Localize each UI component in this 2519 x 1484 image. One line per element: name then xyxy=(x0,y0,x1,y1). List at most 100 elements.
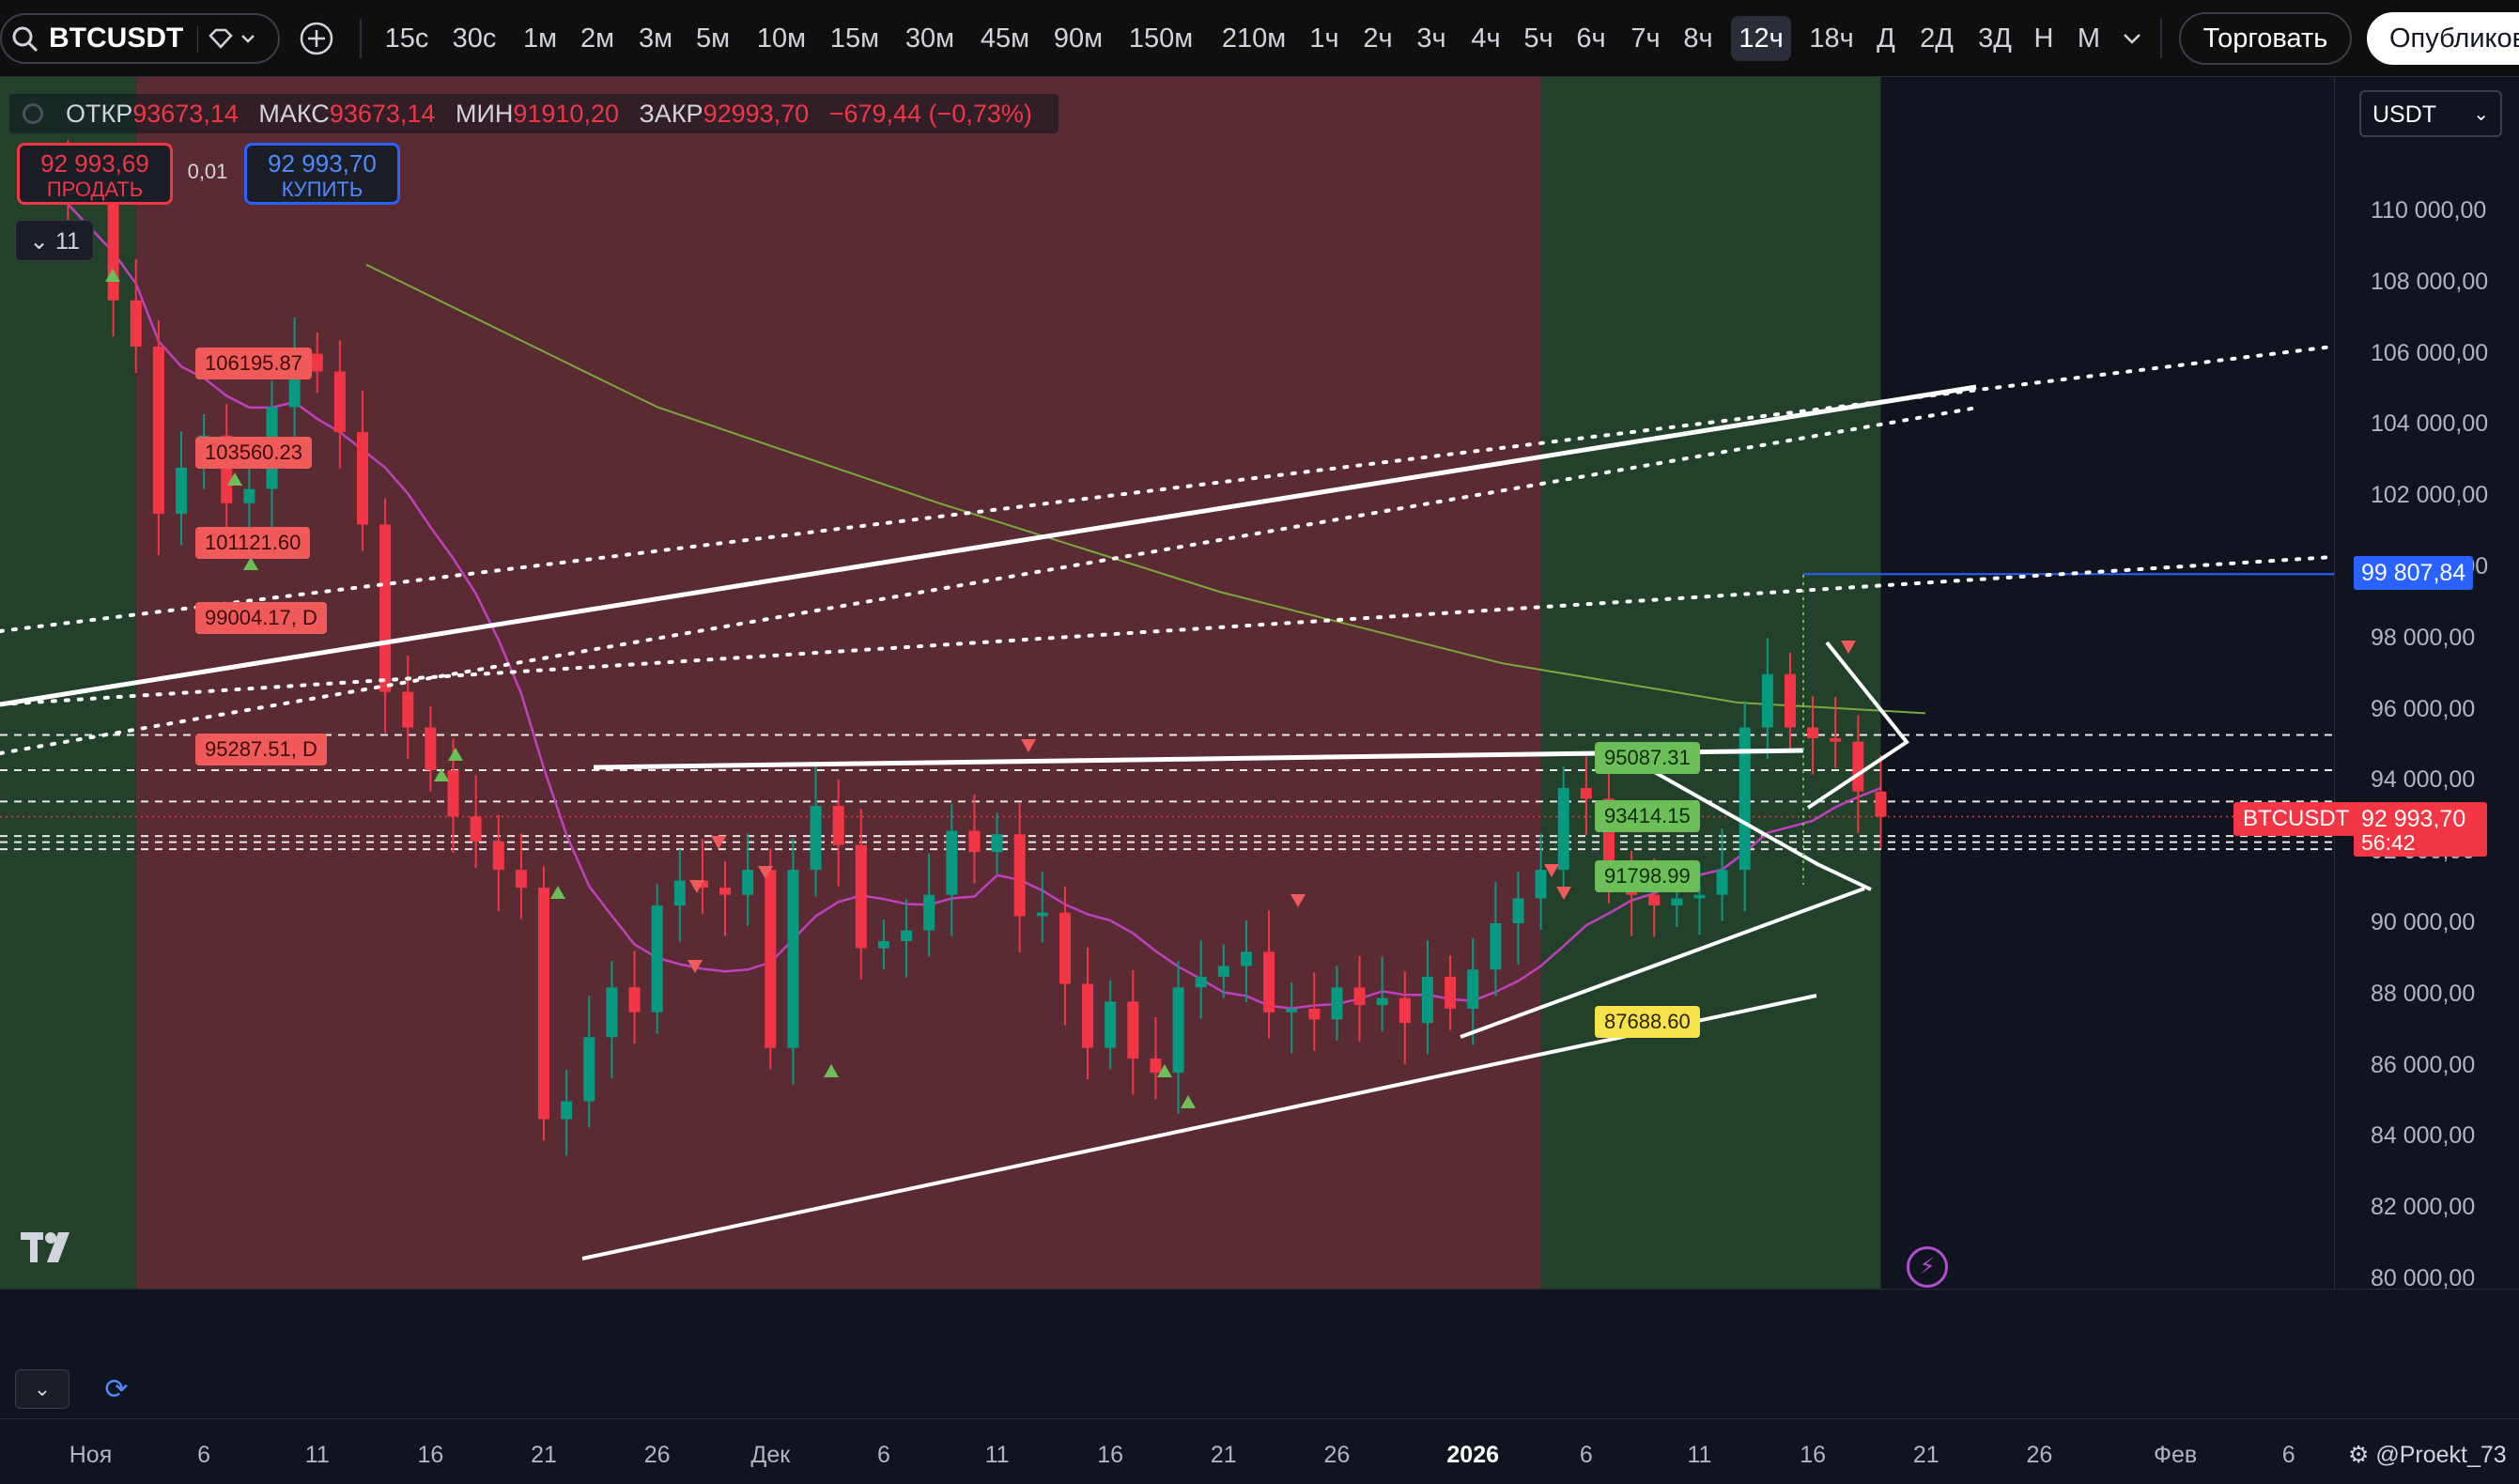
candle-body xyxy=(855,844,867,949)
publish-button[interactable]: Опубликовать xyxy=(2367,12,2519,65)
alert-price-label[interactable]: 99 807,84 xyxy=(2354,556,2474,590)
interval-20[interactable]: 8ч xyxy=(1683,23,1713,54)
candle-body xyxy=(1308,1008,1321,1020)
candle-body xyxy=(152,347,164,515)
buy-signal-marker xyxy=(824,1064,839,1077)
candle-body xyxy=(696,880,708,889)
search-icon[interactable] xyxy=(11,25,39,54)
x-tick-label: 6 xyxy=(2281,1442,2295,1468)
sell-signal-marker xyxy=(1021,739,1036,752)
level-tag-green[interactable]: 95087.31 xyxy=(1595,742,1700,774)
candle-body xyxy=(651,905,663,1013)
interval-6[interactable]: 10м xyxy=(756,23,807,54)
trend-line xyxy=(0,384,1977,707)
interval-22[interactable]: 18ч xyxy=(1809,23,1854,54)
time-axis[interactable]: Ноя 6 11 16 21 26 Дек 6 11 16 21 26 2026 6 11 16 21 26 Фев… xyxy=(0,1418,2519,1484)
level-tag-yellow[interactable]: 87688.60 xyxy=(1595,1006,1700,1038)
interval-1[interactable]: 30с xyxy=(452,23,497,54)
exchange-diamond-icon[interactable] xyxy=(197,26,263,53)
buy-button[interactable]: 92 993,70 КУПИТЬ xyxy=(244,143,400,205)
chevron-down-icon[interactable] xyxy=(2121,30,2143,47)
sell-signal-marker xyxy=(1556,887,1571,900)
interval-17[interactable]: 5ч xyxy=(1523,23,1553,54)
level-tag-red[interactable]: 103560.23 xyxy=(195,437,312,469)
interval-10[interactable]: 90м xyxy=(1053,23,1104,54)
interval-21[interactable]: 12ч xyxy=(1731,16,1791,61)
interval-23[interactable]: Д xyxy=(1877,23,1895,54)
candle-body xyxy=(1127,1001,1139,1059)
candle-body xyxy=(311,353,323,372)
candle-body xyxy=(1036,912,1048,917)
interval-18[interactable]: 6ч xyxy=(1576,23,1606,54)
refresh-icon[interactable]: ⟳ xyxy=(104,1374,129,1405)
level-tag-red[interactable]: 101121.60 xyxy=(195,527,311,559)
interval-14[interactable]: 2ч xyxy=(1363,23,1393,54)
candle-body xyxy=(538,888,550,1120)
level-tag-red[interactable]: 99004.17, D xyxy=(195,602,327,634)
interval-0[interactable]: 15с xyxy=(384,23,429,54)
settings-icon[interactable]: ⚙ xyxy=(2348,1442,2376,1468)
candle-body xyxy=(1150,1059,1162,1074)
symbol-name[interactable]: BTCUSDT xyxy=(49,23,184,54)
level-tag-red[interactable]: 106195.87 xyxy=(195,348,312,379)
chevron-down-icon: ⌄ xyxy=(33,1377,52,1400)
interval-24[interactable]: 2Д xyxy=(1920,23,1954,54)
candle-body xyxy=(1263,951,1275,1013)
candle-body xyxy=(1557,787,1569,871)
candle-body xyxy=(1875,791,1887,817)
sell-button[interactable]: 92 993,69 ПРОДАТЬ xyxy=(17,143,173,205)
interval-9[interactable]: 45м xyxy=(980,23,1030,54)
sell-signal-marker xyxy=(688,960,703,973)
dotted-horizontal-line xyxy=(0,554,2334,706)
interval-27[interactable]: М xyxy=(2077,23,2101,54)
indicators-collapse-button[interactable]: ⌄ 11 xyxy=(15,220,94,261)
price-chart[interactable] xyxy=(0,77,2334,1289)
x-tick-label: 16 xyxy=(417,1442,444,1468)
interval-8[interactable]: 30м xyxy=(904,23,955,54)
level-tag-green[interactable]: 91798.99 xyxy=(1595,860,1700,892)
add-symbol-icon[interactable] xyxy=(299,21,334,56)
candle-body xyxy=(1082,983,1094,1048)
candle-body xyxy=(1580,787,1592,799)
interval-13[interactable]: 1ч xyxy=(1309,23,1339,54)
sell-signal-marker xyxy=(689,880,704,893)
candle-body xyxy=(176,467,188,515)
symbol-search-box[interactable] xyxy=(0,13,280,64)
level-tag-green[interactable]: 93414.15 xyxy=(1595,800,1700,832)
x-tick-label: 6 xyxy=(197,1442,211,1468)
candle-body xyxy=(1830,737,1842,742)
y-tick-label: 90 000,00 xyxy=(2371,909,2476,935)
candle-body xyxy=(606,987,618,1038)
pane-collapse-button[interactable]: ⌄ xyxy=(15,1369,70,1409)
x-tick-label: 16 xyxy=(1800,1442,1826,1468)
visibility-toggle-icon[interactable] xyxy=(23,103,43,124)
interval-25[interactable]: 3Д xyxy=(1978,23,2012,54)
interval-2[interactable]: 1м xyxy=(522,23,558,54)
currency-select[interactable]: USDT ⌄ xyxy=(2359,90,2502,137)
level-tag-red[interactable]: 95287.51, D xyxy=(195,734,327,765)
interval-26[interactable]: Н xyxy=(2033,23,2054,54)
interval-15[interactable]: 3ч xyxy=(1416,23,1446,54)
trade-button[interactable]: Торговать xyxy=(2179,12,2352,65)
candle-body xyxy=(1716,870,1728,895)
interval-4[interactable]: 3м xyxy=(638,23,673,54)
lightning-icon[interactable]: ⚡ xyxy=(1907,1246,1948,1288)
interval-11[interactable]: 150м xyxy=(1128,23,1194,54)
tradingview-logo[interactable] xyxy=(21,1230,83,1274)
candle-body xyxy=(832,805,844,845)
x-tick-label: 11 xyxy=(304,1442,330,1468)
indicators-count: 11 xyxy=(54,228,80,255)
buy-signal-marker xyxy=(1181,1095,1196,1108)
interval-7[interactable]: 15м xyxy=(829,23,880,54)
interval-16[interactable]: 4ч xyxy=(1471,23,1501,54)
x-tick-label: Фев xyxy=(2154,1442,2198,1468)
interval-12[interactable]: 210м xyxy=(1221,23,1287,54)
price-scale[interactable]: 80 000,00 82 000,00 84 000,00 86 000,00 88 0… xyxy=(2334,77,2519,1291)
candle-body xyxy=(561,1101,573,1120)
x-tick-label: 11 xyxy=(1687,1442,1712,1468)
interval-19[interactable]: 7ч xyxy=(1630,23,1661,54)
triangle-line xyxy=(1806,641,1909,810)
interval-5[interactable]: 5м xyxy=(695,23,731,54)
interval-3[interactable]: 2м xyxy=(580,23,615,54)
candle-body xyxy=(1353,987,1366,1006)
